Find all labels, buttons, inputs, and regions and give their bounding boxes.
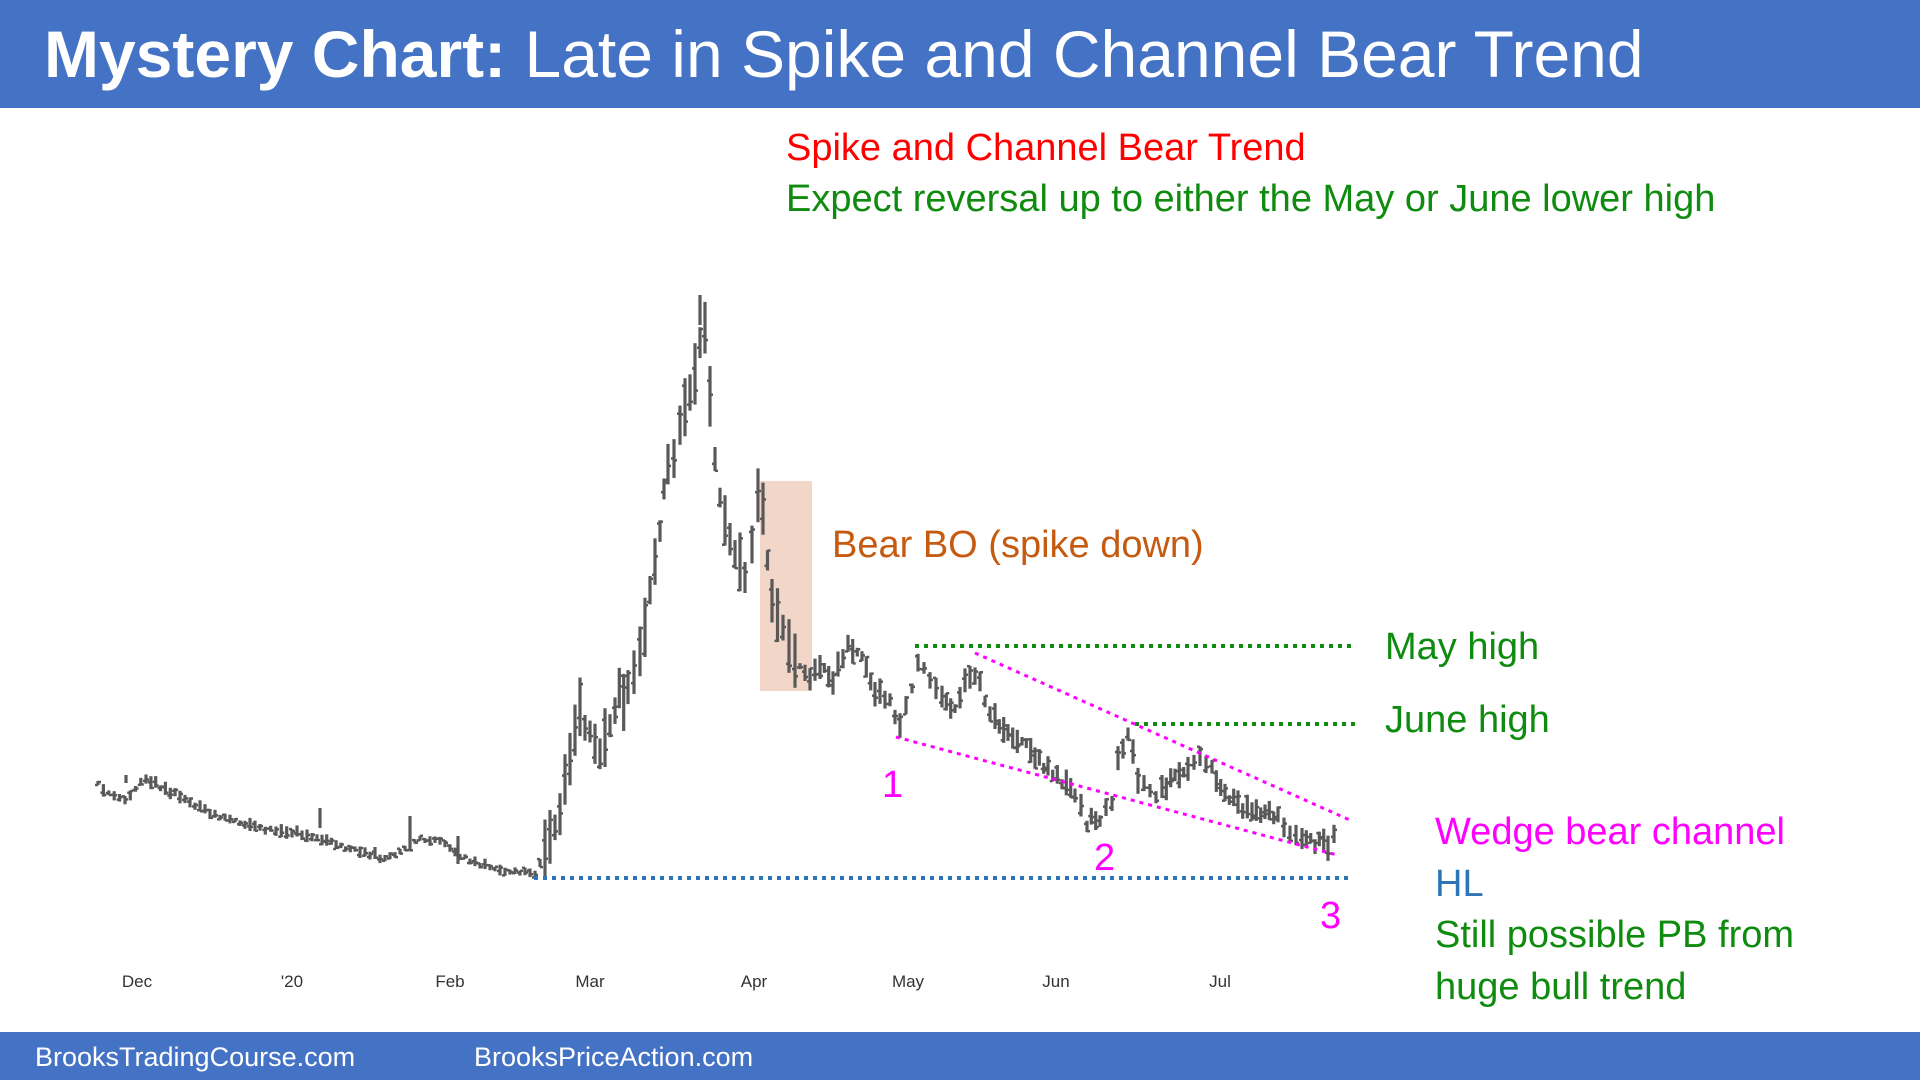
push-3-label: 3 xyxy=(1320,895,1342,937)
x-tick-label: Dec xyxy=(122,972,153,991)
june-high-label: June high xyxy=(1385,699,1550,741)
title-bold: Mystery Chart: xyxy=(44,17,507,91)
title-rest: Late in Spike and Channel Bear Trend xyxy=(524,17,1644,91)
wedge-lower-line xyxy=(895,735,1338,857)
x-tick-label: '20 xyxy=(281,972,303,991)
pb-label-line2: huge bull trend xyxy=(1435,966,1687,1008)
push-1-label: 1 xyxy=(882,764,904,806)
may-high-label: May high xyxy=(1385,626,1540,668)
footer-link-brookspriceaction[interactable]: BrooksPriceAction.com xyxy=(474,1042,754,1072)
footer-link-brookstradingcourse[interactable]: BrooksTradingCourse.com xyxy=(35,1042,356,1072)
spike-highlight-box xyxy=(760,481,812,691)
wedge-label: Wedge bear channel xyxy=(1435,811,1785,853)
expectation-annotation: Expect reversal up to either the May or … xyxy=(786,178,1716,220)
x-axis-ticks: Dec '20 Feb Mar Apr May Jun Jul xyxy=(122,972,1231,991)
headline-annotation: Spike and Channel Bear Trend xyxy=(786,127,1306,169)
push-2-label: 2 xyxy=(1094,837,1116,879)
footer-bar xyxy=(0,1032,1920,1080)
title-bar: Mystery Chart: Late in Spike and Channel… xyxy=(0,0,1920,108)
x-tick-label: May xyxy=(892,972,925,991)
x-tick-label: Jul xyxy=(1209,972,1231,991)
hl-label: HL xyxy=(1435,863,1484,905)
wedge-upper-line xyxy=(974,651,1353,823)
pb-label-line1: Still possible PB from xyxy=(1435,914,1795,956)
x-tick-label: Mar xyxy=(575,972,605,991)
x-tick-label: Jun xyxy=(1042,972,1069,991)
spike-annotation: Bear BO (spike down) xyxy=(832,524,1204,566)
x-tick-label: Feb xyxy=(435,972,464,991)
slide-title: Mystery Chart: Late in Spike and Channel… xyxy=(44,14,1644,94)
ohlc-bars xyxy=(95,295,1337,879)
x-tick-label: Apr xyxy=(741,972,768,991)
